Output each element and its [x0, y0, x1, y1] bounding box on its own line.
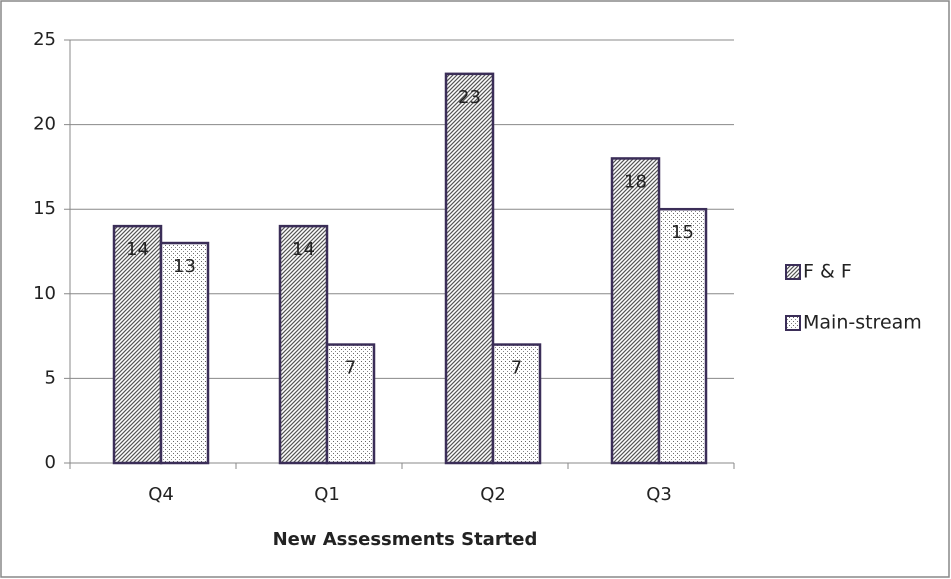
data-label: 14 — [292, 239, 315, 260]
data-label: 18 — [624, 171, 647, 192]
data-label: 7 — [345, 358, 356, 379]
data-label: 23 — [458, 87, 481, 108]
bar — [491, 343, 542, 465]
x-tick-label: Q3 — [646, 484, 672, 505]
data-label: 7 — [511, 358, 522, 379]
x-tick-label: Q4 — [148, 484, 174, 505]
legend-label: Main-stream — [803, 312, 922, 334]
bar — [112, 224, 163, 465]
data-label: 13 — [173, 256, 196, 277]
x-tick-label: Q1 — [314, 484, 340, 505]
bar — [610, 157, 661, 465]
x-tick-label: Q2 — [480, 484, 506, 505]
y-tick-label: 20 — [33, 114, 56, 135]
legend-label: F & F — [803, 261, 852, 283]
bar — [278, 224, 329, 465]
y-tick-label: 10 — [33, 283, 56, 304]
y-tick-label: 15 — [33, 198, 56, 219]
bar — [657, 207, 708, 465]
y-tick-label: 0 — [45, 452, 56, 473]
bar — [325, 343, 376, 465]
legend-swatch — [785, 264, 801, 280]
y-tick-label: 5 — [45, 367, 56, 388]
data-label: 14 — [126, 239, 149, 260]
y-tick-label: 25 — [33, 29, 56, 50]
legend-swatch — [785, 315, 801, 331]
x-axis-title: New Assessments Started — [273, 529, 538, 550]
bar — [159, 241, 210, 465]
bar — [444, 72, 495, 465]
data-label: 15 — [671, 222, 694, 243]
